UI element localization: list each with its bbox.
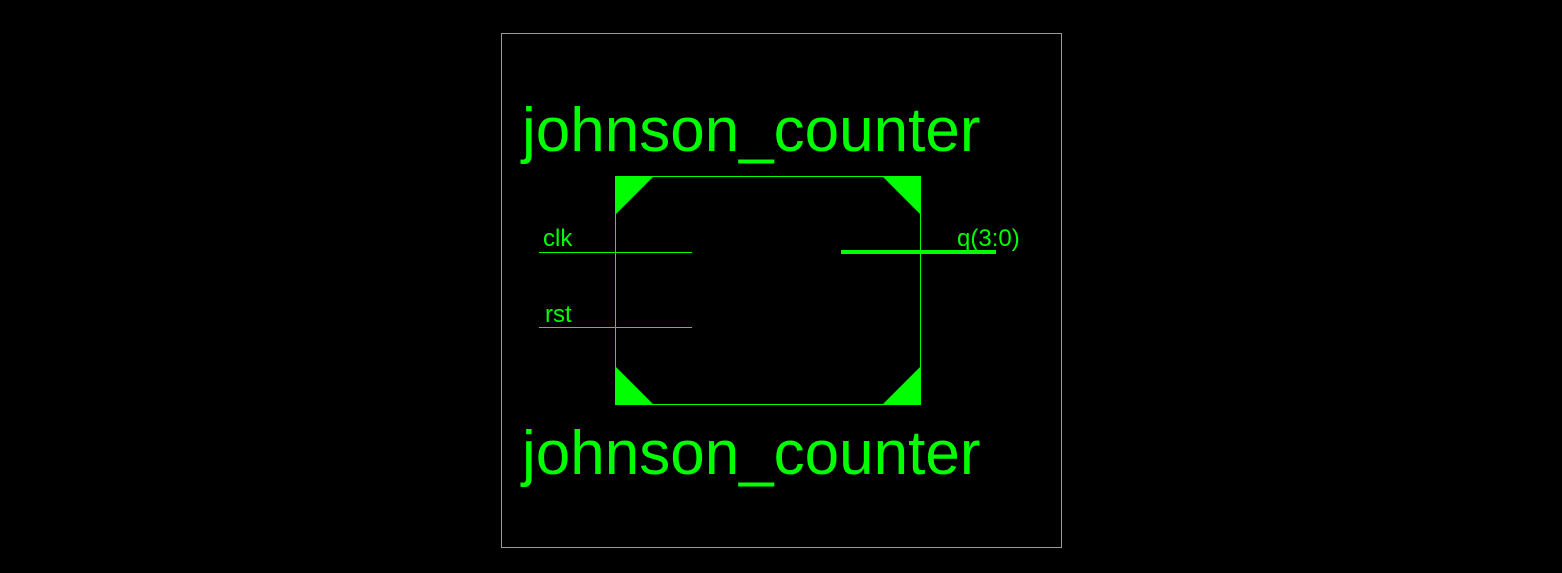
corner-marker-top-left [615,176,654,215]
schematic-frame [501,33,1062,548]
corner-marker-top-right [882,176,921,215]
johnson-counter-symbol[interactable] [615,176,921,405]
pin-q-bus[interactable]: q(3:0) [841,225,1020,254]
pin-q-label: q(3:0) [957,225,1020,252]
symbol-name-top: johnson_counter [520,96,980,165]
symbol-body[interactable] [615,176,921,405]
pin-rst-label: rst [545,301,572,328]
pin-clk-label: clk [543,225,573,252]
symbol-name-bottom: johnson_counter [520,419,980,488]
pin-rst[interactable]: rst [539,301,692,328]
pin-clk[interactable]: clk [539,225,692,253]
corner-marker-bottom-right [882,366,921,405]
corner-marker-bottom-left [615,366,654,405]
